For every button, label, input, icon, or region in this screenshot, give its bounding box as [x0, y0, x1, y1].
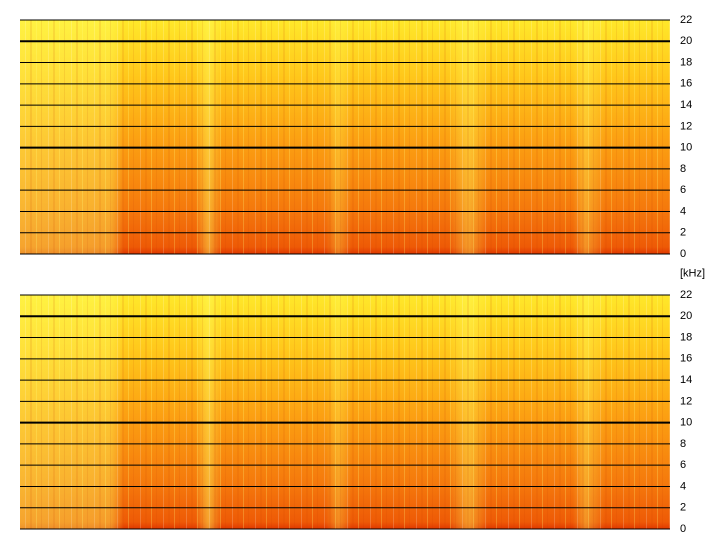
y-tick-label: 14	[680, 374, 692, 386]
spectrogram-texture	[20, 20, 670, 254]
y-tick-label: 14	[680, 99, 692, 111]
y-tick-label: 10	[680, 142, 692, 154]
y-tick-label: 12	[680, 120, 692, 132]
y-tick-label: 18	[680, 56, 692, 68]
y-tick-label: 4	[680, 480, 686, 492]
y-tick-label: 8	[680, 438, 686, 450]
y-tick-label: 22	[680, 14, 692, 26]
y-tick-label: 0	[680, 523, 686, 535]
y-tick-label: 16	[680, 78, 692, 90]
spectrogram-panel: 0 2 4 6 8 10 12 14 16 18 20 22	[20, 14, 692, 260]
y-tick-label: 2	[680, 227, 686, 239]
y-tick-label: 16	[680, 353, 692, 365]
y-tick-label: 0	[680, 248, 686, 260]
y-tick-label: 12	[680, 395, 692, 407]
y-tick-label: 20	[680, 310, 692, 322]
y-tick-label: 20	[680, 35, 692, 47]
y-tick-label: 10	[680, 417, 692, 429]
y-tick-label: 2	[680, 502, 686, 514]
y-tick-label: 4	[680, 205, 686, 217]
y-tick-label: 6	[680, 459, 686, 471]
axis-unit-label: [kHz]	[680, 267, 705, 279]
y-tick-label: 18	[680, 331, 692, 343]
spectrogram-texture	[20, 295, 670, 529]
y-tick-label: 6	[680, 184, 686, 196]
spectrogram-panel: 0 2 4 6 8 10 12 14 16 18 20 22	[20, 289, 692, 535]
y-tick-label: 22	[680, 289, 692, 301]
y-tick-label: 8	[680, 163, 686, 175]
